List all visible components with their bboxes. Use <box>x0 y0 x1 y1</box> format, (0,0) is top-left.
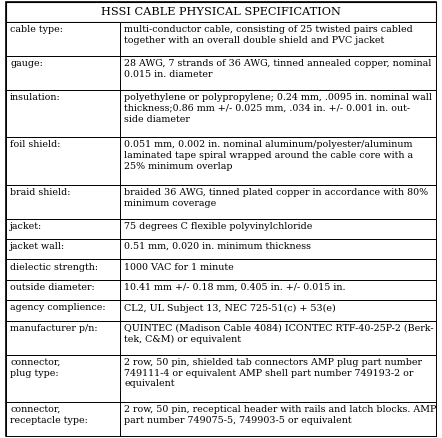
Text: jacket:: jacket: <box>10 222 42 231</box>
Bar <box>6 219 436 239</box>
Bar <box>6 90 436 137</box>
Bar <box>6 321 436 355</box>
Bar <box>6 239 436 259</box>
Text: insulation:: insulation: <box>10 93 61 102</box>
Bar <box>6 402 436 436</box>
Text: braided 36 AWG, tinned plated copper in accordance with 80%
minimum coverage: braided 36 AWG, tinned plated copper in … <box>124 188 428 208</box>
Text: 1000 VAC for 1 minute: 1000 VAC for 1 minute <box>124 262 234 272</box>
Bar <box>6 300 436 321</box>
Bar <box>6 280 436 300</box>
Text: 10.41 mm +/- 0.18 mm, 0.405 in. +/- 0.015 in.: 10.41 mm +/- 0.18 mm, 0.405 in. +/- 0.01… <box>124 283 346 292</box>
Text: foil shield:: foil shield: <box>10 141 61 149</box>
Text: outside diameter:: outside diameter: <box>10 283 95 292</box>
Text: QUINTEC (Madison Cable 4084) ICONTEC RTF-40-25P-2 (Berk-
tek, C&M) or equivalent: QUINTEC (Madison Cable 4084) ICONTEC RTF… <box>124 324 434 344</box>
Bar <box>6 137 436 184</box>
Text: HSSI CABLE PHYSICAL SPECIFICATION: HSSI CABLE PHYSICAL SPECIFICATION <box>101 7 341 17</box>
Text: multi-conductor cable, consisting of 25 twisted pairs cabled
together with an ov: multi-conductor cable, consisting of 25 … <box>124 25 413 45</box>
Text: 2 row, 50 pin, receptical header with rails and latch blocks. AMP
part number 74: 2 row, 50 pin, receptical header with ra… <box>124 405 437 425</box>
Text: 2 row, 50 pin, shielded tab connectors AMP plug part number
749111-4 or equivale: 2 row, 50 pin, shielded tab connectors A… <box>124 358 422 388</box>
Bar <box>6 2 436 22</box>
Text: dielectic strength:: dielectic strength: <box>10 262 98 272</box>
Text: 75 degrees C flexible polyvinylchloride: 75 degrees C flexible polyvinylchloride <box>124 222 312 231</box>
Bar <box>6 22 436 56</box>
Text: 0.51 mm, 0.020 in. minimum thickness: 0.51 mm, 0.020 in. minimum thickness <box>124 242 311 251</box>
Bar <box>6 184 436 219</box>
Text: connector,
plug type:: connector, plug type: <box>10 358 61 378</box>
Text: braid shield:: braid shield: <box>10 188 71 197</box>
Bar <box>6 355 436 402</box>
Bar <box>6 56 436 90</box>
Text: cable type:: cable type: <box>10 25 63 34</box>
Text: jacket wall:: jacket wall: <box>10 242 65 251</box>
Text: gauge:: gauge: <box>10 59 43 68</box>
Text: CL2, UL Subject 13, NEC 725-51(c) + 53(e): CL2, UL Subject 13, NEC 725-51(c) + 53(e… <box>124 304 336 313</box>
Bar <box>6 259 436 280</box>
Text: polyethylene or polypropylene; 0.24 mm, .0095 in. nominal wall
thickness;0.86 mm: polyethylene or polypropylene; 0.24 mm, … <box>124 93 432 124</box>
Text: connector,
receptacle type:: connector, receptacle type: <box>10 405 88 425</box>
Text: 0.051 mm, 0.002 in. nominal aluminum/polyester/aluminum
laminated tape spiral wr: 0.051 mm, 0.002 in. nominal aluminum/pol… <box>124 141 413 171</box>
Text: manufacturer p/n:: manufacturer p/n: <box>10 324 98 333</box>
Text: agency complience:: agency complience: <box>10 304 106 312</box>
Text: 28 AWG, 7 strands of 36 AWG, tinned annealed copper, nominal
0.015 in. diameter: 28 AWG, 7 strands of 36 AWG, tinned anne… <box>124 59 432 79</box>
